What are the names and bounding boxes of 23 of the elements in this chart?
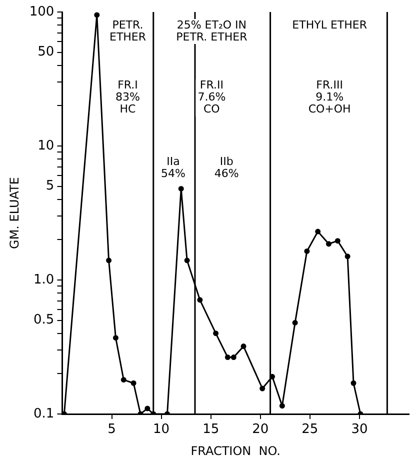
x-tick-label: 15 — [202, 422, 220, 438]
x-tick-label: 10 — [153, 422, 170, 438]
x-axis-title: FRACTION NO. — [190, 444, 281, 458]
annotation: FR.II 7.6% CO — [198, 78, 226, 116]
annotation: FR.III 9.1% CO+OH — [308, 78, 351, 116]
y-tick-label: 5 — [46, 178, 54, 194]
y-tick-label: 1.0 — [34, 272, 54, 288]
annotation: IIa 54% — [160, 155, 186, 180]
y-tick-label: 0.1 — [34, 406, 54, 422]
annotation: 25% ET₂O IN PETR. ETHER — [176, 18, 248, 44]
annotation: ETHYL ETHER — [292, 18, 368, 32]
y-tick-label: 100 — [29, 4, 54, 20]
y-axis-title: GM. ELUATE — [7, 177, 22, 249]
annotation: IIb 46% — [214, 155, 239, 180]
x-tick-label: 30 — [351, 422, 368, 438]
y-tick-label: 10 — [38, 138, 54, 154]
annotation: FR.I 83% HC — [116, 78, 140, 116]
x-tick-label: 20 — [252, 422, 269, 438]
x-tick-label: 5 — [108, 422, 116, 438]
x-tick-label: 25 — [302, 422, 318, 438]
y-tick-label: 50 — [38, 44, 54, 60]
y-tick-label: 0.5 — [34, 312, 54, 328]
annotation: PETR. ETHER — [109, 18, 146, 44]
